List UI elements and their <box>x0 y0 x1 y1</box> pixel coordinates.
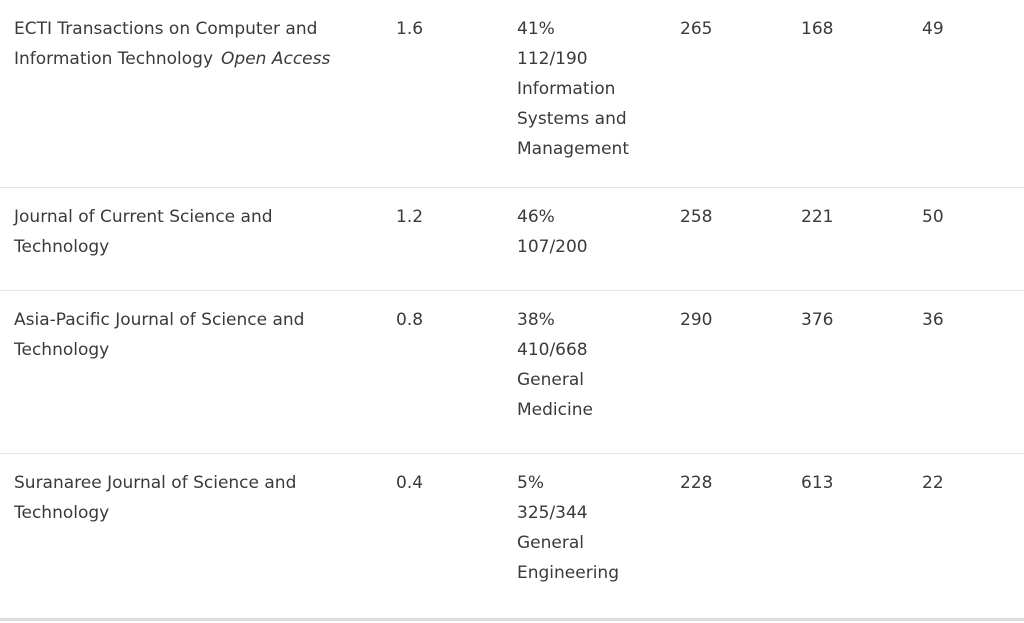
title-line: Technology <box>14 237 110 257</box>
metric-b: 168 <box>801 19 834 39</box>
journal-title[interactable]: ECTI Transactions on Computer and Informa… <box>14 14 374 74</box>
metric-c: 49 <box>922 19 944 39</box>
metric-a: 258 <box>680 207 713 227</box>
category-line: Engineering <box>517 563 619 583</box>
journal-title[interactable]: Suranaree Journal of Science and Technolo… <box>14 468 374 528</box>
title-line: Technology <box>14 340 110 360</box>
title-line: Information Technology <box>14 49 214 69</box>
percentile: 5% <box>517 473 544 493</box>
citescore: 0.4 <box>396 473 424 493</box>
category-line: Information <box>517 79 616 99</box>
title-line: Suranaree Journal of Science and <box>14 473 297 493</box>
category-line: Systems and <box>517 109 627 129</box>
title-line: Technology <box>14 503 110 523</box>
table-row: Asia-Pacific Journal of Science and Techn… <box>0 291 1024 454</box>
category-line: Management <box>517 139 629 159</box>
table-row: ECTI Transactions on Computer and Informa… <box>0 0 1024 188</box>
citescore: 1.2 <box>396 207 424 227</box>
metric-b: 221 <box>801 207 834 227</box>
metric-b: 376 <box>801 310 834 330</box>
metric-a: 290 <box>680 310 713 330</box>
percentile: 38% <box>517 310 555 330</box>
journal-title[interactable]: Asia-Pacific Journal of Science and Techn… <box>14 305 374 365</box>
rank: 112/190 <box>517 49 588 69</box>
metric-a: 228 <box>680 473 713 493</box>
title-line: ECTI Transactions on Computer and <box>14 19 318 39</box>
percentile: 41% <box>517 19 555 39</box>
table-row: Suranaree Journal of Science and Technolo… <box>0 454 1024 621</box>
category-line: General <box>517 533 584 553</box>
metric-c: 36 <box>922 310 944 330</box>
metric-c: 22 <box>922 473 944 493</box>
metric-a: 265 <box>680 19 713 39</box>
citescore: 1.6 <box>396 19 424 39</box>
rank: 410/668 <box>517 340 588 360</box>
title-line: Asia-Pacific Journal of Science and <box>14 310 305 330</box>
journal-title[interactable]: Journal of Current Science and Technology <box>14 202 374 262</box>
percentile-rank: 41% 112/190 Information Systems and Manageme… <box>517 14 657 164</box>
percentile: 46% <box>517 207 555 227</box>
percentile-rank: 46% 107/200 <box>517 202 657 262</box>
title-line: Journal of Current Science and <box>14 207 273 227</box>
percentile-rank: 5% 325/344 General Engineering <box>517 468 657 588</box>
open-access-badge: Open Access <box>221 49 331 69</box>
metric-b: 613 <box>801 473 834 493</box>
citescore: 0.8 <box>396 310 424 330</box>
table-row: Journal of Current Science and Technology… <box>0 188 1024 291</box>
category-line: Medicine <box>517 400 593 420</box>
rank: 107/200 <box>517 237 588 257</box>
percentile-rank: 38% 410/668 General Medicine <box>517 305 657 425</box>
metric-c: 50 <box>922 207 944 227</box>
rank: 325/344 <box>517 503 588 523</box>
category-line: General <box>517 370 584 390</box>
